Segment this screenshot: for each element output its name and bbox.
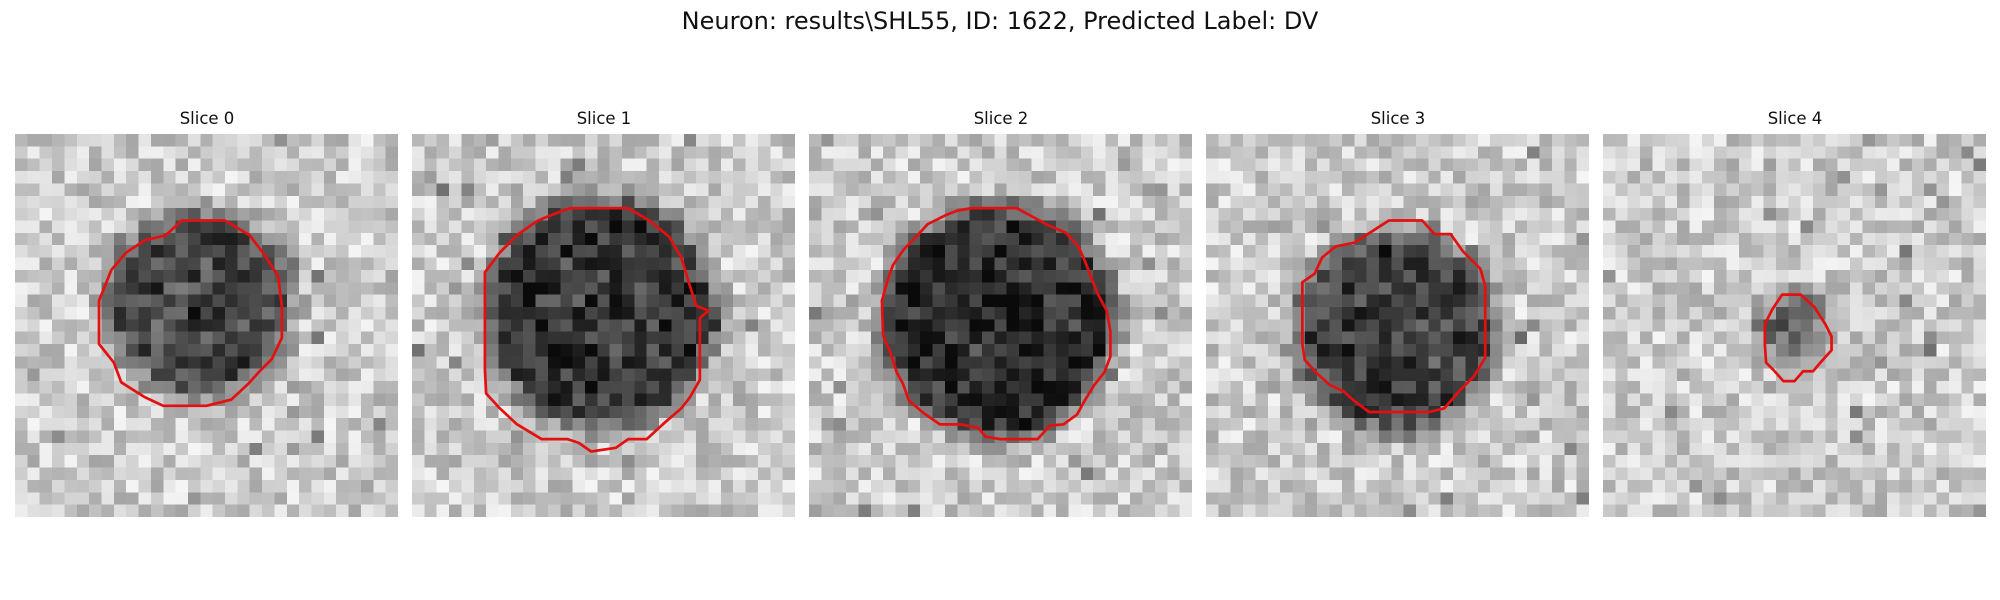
slice-2-contour — [880, 206, 1112, 441]
pixel-grid — [809, 134, 1192, 517]
pixel-grid — [1603, 134, 1986, 517]
slice-0-image — [15, 134, 398, 517]
slice-4-title: Slice 4 — [1767, 109, 1823, 128]
figure-title: Neuron: results\SHL55, ID: 1622, Predict… — [681, 7, 1319, 35]
slice-4-image — [1603, 134, 1986, 517]
slice-0-contour — [97, 219, 284, 408]
slice-0-title: Slice 0 — [179, 109, 235, 128]
slice-2-title: Slice 2 — [973, 109, 1029, 128]
slice-4-contour — [1763, 293, 1833, 383]
pixel-grid — [412, 134, 795, 517]
slice-1-image — [412, 134, 795, 517]
pixel-grid — [15, 134, 398, 517]
slice-1-title: Slice 1 — [576, 109, 632, 128]
pixel-grid — [1206, 134, 1589, 517]
slice-1-contour — [483, 206, 710, 453]
slice-2-image — [809, 134, 1192, 517]
slice-3-title: Slice 3 — [1370, 109, 1426, 128]
slice-3-image — [1206, 134, 1589, 517]
slice-3-contour — [1301, 219, 1487, 414]
